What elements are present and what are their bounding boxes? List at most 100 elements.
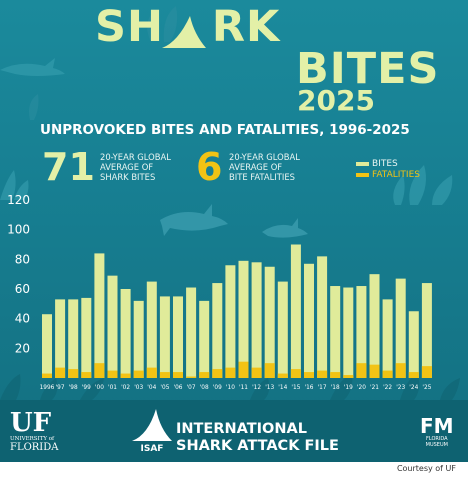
bar-fatalities [343, 375, 354, 378]
x-tick-label: '09 [213, 385, 222, 391]
bar-chart: 20 40 60 80 100 120 1996'97 '98 '99 '00 '01 '02 '03… [7, 193, 432, 391]
bar-fatalities [146, 367, 157, 378]
bar-bites [421, 283, 432, 378]
infographic-poster: SH RK BITES 2025 UNPROVOKED BITES AND FA… [0, 0, 468, 462]
x-tick-label: '21 [370, 385, 379, 391]
x-tick-label: '10 [226, 385, 235, 391]
bar-fatalities [421, 366, 432, 378]
x-tick-label: '18 [331, 385, 340, 391]
bar-bites [225, 265, 236, 378]
stat-fatalities-description: 20-YEAR GLOBAL AVERAGE OF BITE FATALITIE… [229, 152, 300, 182]
bar-bites [408, 311, 419, 378]
x-tick-label: '08 [200, 385, 209, 391]
y-tick-label: 100 [7, 223, 30, 237]
bar-bites [68, 299, 79, 378]
x-tick-label: '20 [357, 385, 366, 391]
bar-fatalities [55, 367, 66, 378]
stat-fatalities-value: 6 [196, 145, 223, 189]
x-tick-label: '19 [344, 385, 353, 391]
x-tick-label: '07 [187, 385, 196, 391]
bar-fatalities [369, 364, 380, 378]
legend-swatch-bites [356, 161, 369, 166]
bar-bites [120, 289, 131, 378]
x-tick-label: '97 [56, 385, 65, 391]
bar-bites [55, 299, 66, 378]
uf-logo-small: UNIVERSITY of [10, 436, 55, 442]
shark-silhouette-left-icon [0, 58, 65, 76]
bar-bites [42, 314, 52, 378]
x-tick-label: '25 [422, 385, 431, 391]
legend-swatch-fatalities [356, 172, 369, 177]
x-tick-label: '02 [121, 385, 130, 391]
bar-bites [199, 300, 210, 378]
isaf-title: INTERNATIONAL SHARK ATTACK FILE [176, 421, 339, 454]
bar-bites [356, 286, 367, 378]
x-tick-label: '11 [239, 385, 248, 391]
y-tick-label: 60 [15, 282, 30, 296]
image-credit: Courtesy of UF [396, 464, 456, 473]
x-tick-label: '99 [82, 385, 91, 391]
bar-fatalities [81, 372, 92, 378]
bar-fatalities [382, 370, 393, 378]
bar-fatalities [251, 367, 262, 378]
bar-fatalities [304, 372, 314, 378]
x-tick-label: '01 [108, 385, 117, 391]
footer-band [0, 400, 468, 462]
bar-bites [186, 287, 197, 378]
bar-fatalities [159, 372, 170, 378]
bar-bites [343, 287, 354, 378]
bar-bites [159, 296, 170, 378]
title-year: 2025 [297, 84, 375, 117]
background-decoration [0, 6, 460, 400]
bar-bites [81, 297, 92, 378]
bar-fatalities [42, 373, 52, 378]
x-tick-label: '00 [95, 385, 104, 391]
bar-fatalities [173, 372, 183, 378]
bar-bites [290, 244, 301, 378]
bar-bites [107, 275, 118, 378]
x-tick-label: '22 [383, 385, 392, 391]
x-tick-label: '17 [318, 385, 327, 391]
bar-bites [173, 296, 183, 378]
uf-logo-state: FLORIDA [10, 442, 59, 453]
y-tick-label: 120 [7, 193, 30, 207]
bar-fatalities [317, 370, 328, 378]
coral-right-icon [393, 165, 453, 205]
x-tick-label: '05 [160, 385, 169, 391]
bar-fatalities [408, 372, 419, 378]
bar-bites [277, 281, 288, 378]
bar-bites [133, 300, 144, 378]
coral-bottom-icon [0, 372, 460, 400]
bar-bites [146, 281, 157, 378]
y-tick-label: 80 [15, 252, 30, 266]
x-tick-label: '04 [147, 385, 156, 391]
title-bites-word: BITES [296, 44, 440, 94]
x-tick-label: '23 [396, 385, 405, 391]
x-tick-label: '03 [134, 385, 143, 391]
x-tick-label: '98 [69, 385, 78, 391]
shark-swimming-icon [160, 204, 228, 236]
bar-fatalities [356, 363, 367, 378]
bar-fatalities [212, 369, 223, 378]
bar-bites [238, 260, 249, 378]
bar-bites [212, 283, 223, 378]
x-tick-label: '16 [305, 385, 314, 391]
x-tick-label: '06 [174, 385, 183, 391]
stat-bites-description: 20-YEAR GLOBAL AVERAGE OF SHARK BITES [100, 152, 171, 182]
bar-fatalities [225, 367, 236, 378]
bar-bites [304, 263, 314, 378]
bar-fatalities [277, 373, 288, 378]
bar-bites [264, 266, 275, 378]
fm-logo-text: FLORIDA MUSEUM [425, 436, 448, 448]
isaf-logo: ISAF [132, 409, 172, 453]
florida-museum-logo: FM FLORIDA MUSEUM [420, 416, 454, 448]
bar-bites [382, 299, 393, 378]
x-tick-label: '15 [291, 385, 300, 391]
shark-fin-icon [162, 16, 206, 48]
bar-fatalities [94, 363, 105, 378]
uf-logo: UF UNIVERSITY of FLORIDA [10, 410, 59, 453]
x-tick-label: 1996 [40, 385, 55, 391]
bar-fatalities [133, 370, 144, 378]
stat-bites-value: 71 [42, 145, 95, 189]
legend-item-bites: BITES [356, 159, 398, 169]
